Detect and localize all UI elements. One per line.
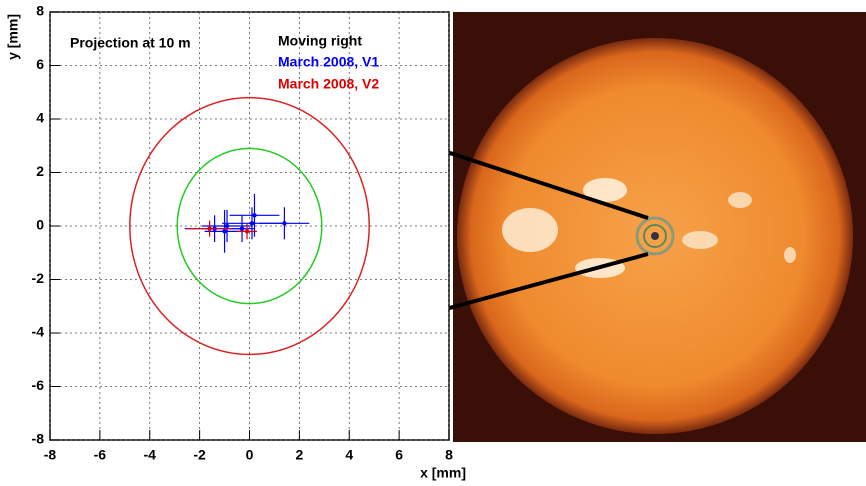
- y-tick-label: -8: [32, 431, 45, 447]
- plot: -8 -6 -4 -2 0 2 4 6 8 -8 -6 -4 -2 0 2 4 6 8: [32, 3, 454, 463]
- y-tick-label: 6: [36, 56, 44, 72]
- x-tick-label: 2: [295, 447, 303, 463]
- circle: [129, 96, 370, 356]
- point: [207, 226, 212, 231]
- point: [224, 223, 230, 229]
- point: [239, 226, 245, 231]
- y-axis-label: y [mm]: [5, 14, 21, 60]
- legend-entry: March 2008, V2: [278, 76, 379, 92]
- y-tick-label: 2: [36, 163, 44, 179]
- point: [252, 213, 257, 218]
- point: [282, 221, 287, 226]
- y-tick-label: -6: [32, 377, 45, 393]
- circle: [176, 147, 323, 305]
- y-tick-label: 4: [36, 110, 44, 126]
- subtitle: Moving right: [278, 33, 362, 49]
- legend-entry: March 2008, V1: [278, 54, 379, 70]
- x-tick-label: -4: [144, 447, 157, 463]
- x-tick-label: 8: [445, 447, 453, 463]
- x-tick-label: -8: [44, 447, 57, 463]
- y-tick-label: 8: [36, 3, 44, 19]
- sun-image: [453, 12, 866, 442]
- x-axis-label: x [mm]: [420, 465, 466, 481]
- x-tick-label: 4: [345, 447, 353, 463]
- point: [222, 229, 227, 234]
- point: [249, 221, 255, 226]
- y-tick-label: -4: [32, 324, 45, 340]
- x-tick-label: -6: [94, 447, 107, 463]
- y-tick-label: -2: [32, 270, 45, 286]
- x-tick-label: 0: [246, 447, 254, 463]
- x-tick-label: 6: [395, 447, 403, 463]
- x-tick-label: -2: [193, 447, 206, 463]
- point: [244, 229, 250, 234]
- chart-title: Projection at 10 m: [70, 35, 191, 51]
- y-tick-label: 0: [36, 217, 44, 233]
